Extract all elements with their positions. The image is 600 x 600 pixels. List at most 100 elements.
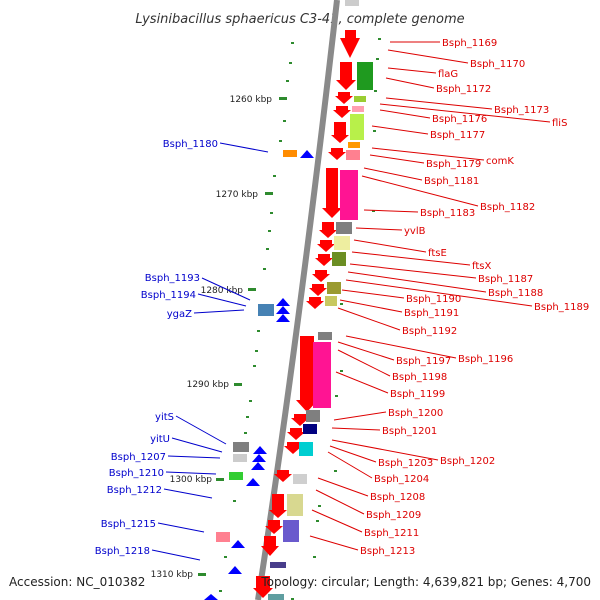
map-title: Lysinibacillus sphaericus C3-41, complet… — [135, 12, 464, 27]
gene-label: Bsph_1211 — [364, 528, 419, 539]
gene-label: Bsph_1172 — [436, 84, 491, 95]
gene-label: Bsph_1202 — [440, 456, 495, 467]
gene-label: ygaZ — [167, 309, 192, 320]
gene-label: fliS — [552, 118, 567, 129]
gene-arrow — [231, 540, 245, 548]
kbp-label: 1280 kbp — [201, 286, 244, 296]
right-gene-labels: Bsph_1169 Bsph_1170 flaG Bsph_1172 Bsph_… — [360, 38, 589, 557]
reverse-gene-arrows — [204, 150, 314, 600]
gene-label: yitS — [155, 412, 174, 423]
gene-label: yvlB — [404, 226, 426, 237]
gene-label: Bsph_1190 — [406, 294, 461, 305]
kbp-label: 1260 kbp — [230, 95, 273, 105]
gene-arrow — [328, 148, 346, 160]
gene-arrow — [331, 122, 349, 143]
gene-arrow — [276, 298, 290, 306]
gene-arrow — [315, 254, 333, 266]
gene-arrow — [287, 428, 305, 440]
genome-backbone — [255, 0, 340, 600]
kbp-label: 1310 kbp — [151, 570, 194, 580]
gene-arrow — [333, 106, 351, 118]
gene-label: Bsph_1180 — [163, 139, 218, 150]
gene-label: Bsph_1198 — [392, 372, 447, 383]
gene-label: Bsph_1196 — [458, 354, 513, 365]
gene-label: Bsph_1192 — [402, 326, 457, 337]
gene-arrow — [269, 494, 287, 518]
gene-arrow — [336, 62, 356, 90]
gene-arrow — [322, 168, 342, 218]
gene-label: Bsph_1169 — [442, 38, 497, 49]
gene-label: Bsph_1203 — [378, 458, 433, 469]
gene-arrow — [319, 222, 337, 238]
left-leader-lines — [151, 142, 269, 561]
gene-arrow — [312, 270, 330, 282]
forward-gene-boxes — [268, 0, 373, 600]
gene-label: Bsph_1193 — [145, 273, 200, 284]
gene-label: Bsph_1208 — [370, 492, 425, 503]
gene-arrow — [309, 284, 327, 296]
gene-arrow — [276, 306, 290, 314]
gene-arrow — [261, 536, 279, 556]
gene-label: Bsph_1173 — [494, 105, 549, 116]
gene-arrow — [300, 150, 314, 158]
gene-arrow — [228, 566, 242, 574]
gene-arrow — [340, 30, 360, 58]
gene-label: Bsph_1170 — [470, 59, 525, 70]
gene-label: Bsph_1204 — [374, 474, 429, 485]
gene-label: Bsph_1215 — [101, 519, 156, 530]
gene-label: Bsph_1207 — [111, 452, 166, 463]
gene-arrow — [246, 478, 260, 486]
gene-label: Bsph_1210 — [109, 468, 164, 479]
gene-label: Bsph_1201 — [382, 426, 437, 437]
gene-arrow — [335, 92, 353, 104]
kbp-label: 1270 kbp — [216, 190, 259, 200]
gene-label: Bsph_1212 — [107, 485, 162, 496]
gene-label: Bsph_1187 — [478, 274, 533, 285]
gene-arrow — [274, 470, 292, 482]
gene-arrow — [291, 414, 309, 426]
gene-label: Bsph_1181 — [424, 176, 479, 187]
accession-text: Accession: NC_010382 — [9, 575, 145, 589]
gene-label: Bsph_1191 — [404, 308, 459, 319]
gene-arrow — [317, 240, 335, 252]
gene-arrow — [265, 520, 283, 534]
gene-label: Bsph_1213 — [360, 546, 415, 557]
gene-label: Bsph_1189 — [534, 302, 589, 313]
gene-arrow — [253, 576, 273, 598]
gene-label: yitU — [150, 434, 170, 445]
forward-gene-arrows — [253, 30, 360, 598]
gene-label: ftsX — [472, 261, 491, 272]
gene-arrow — [284, 442, 302, 454]
gene-arrow — [296, 336, 318, 412]
right-leader-lines — [309, 41, 551, 551]
reverse-gene-boxes — [216, 150, 297, 542]
kbp-tick-marks — [198, 97, 287, 576]
gene-label: Bsph_1199 — [390, 389, 445, 400]
gene-arrow — [252, 454, 266, 462]
gene-arrow — [253, 446, 267, 454]
gene-arrow — [251, 462, 265, 470]
gene-label: Bsph_1218 — [95, 546, 150, 557]
gene-label: Bsph_1200 — [388, 408, 443, 419]
gene-label: Bsph_1194 — [141, 290, 196, 301]
gene-arrow — [204, 594, 218, 600]
gene-label: Bsph_1182 — [480, 202, 535, 213]
gene-label: Bsph_1197 — [396, 356, 451, 367]
gene-label: Bsph_1183 — [420, 208, 475, 219]
gene-label: comK — [486, 156, 514, 167]
gene-label: Bsph_1176 — [432, 114, 487, 125]
kbp-label: 1290 kbp — [187, 380, 230, 390]
gene-label: Bsph_1188 — [488, 288, 543, 299]
gene-label: flaG — [438, 69, 458, 80]
gene-label: ftsE — [428, 248, 447, 259]
gene-label: Bsph_1177 — [430, 130, 485, 141]
kbp-label: 1300 kbp — [170, 475, 213, 485]
left-gene-labels: Bsph_1180 Bsph_1193 Bsph_1194 ygaZ yitS … — [95, 139, 218, 557]
gene-label: Bsph_1179 — [426, 159, 481, 170]
gene-label: Bsph_1209 — [366, 510, 421, 521]
gene-arrow — [276, 314, 290, 322]
tick-track-right — [291, 38, 381, 600]
genome-summary-text: Topology: circular; Length: 4,639,821 bp… — [260, 575, 591, 589]
gene-arrow — [306, 297, 324, 309]
